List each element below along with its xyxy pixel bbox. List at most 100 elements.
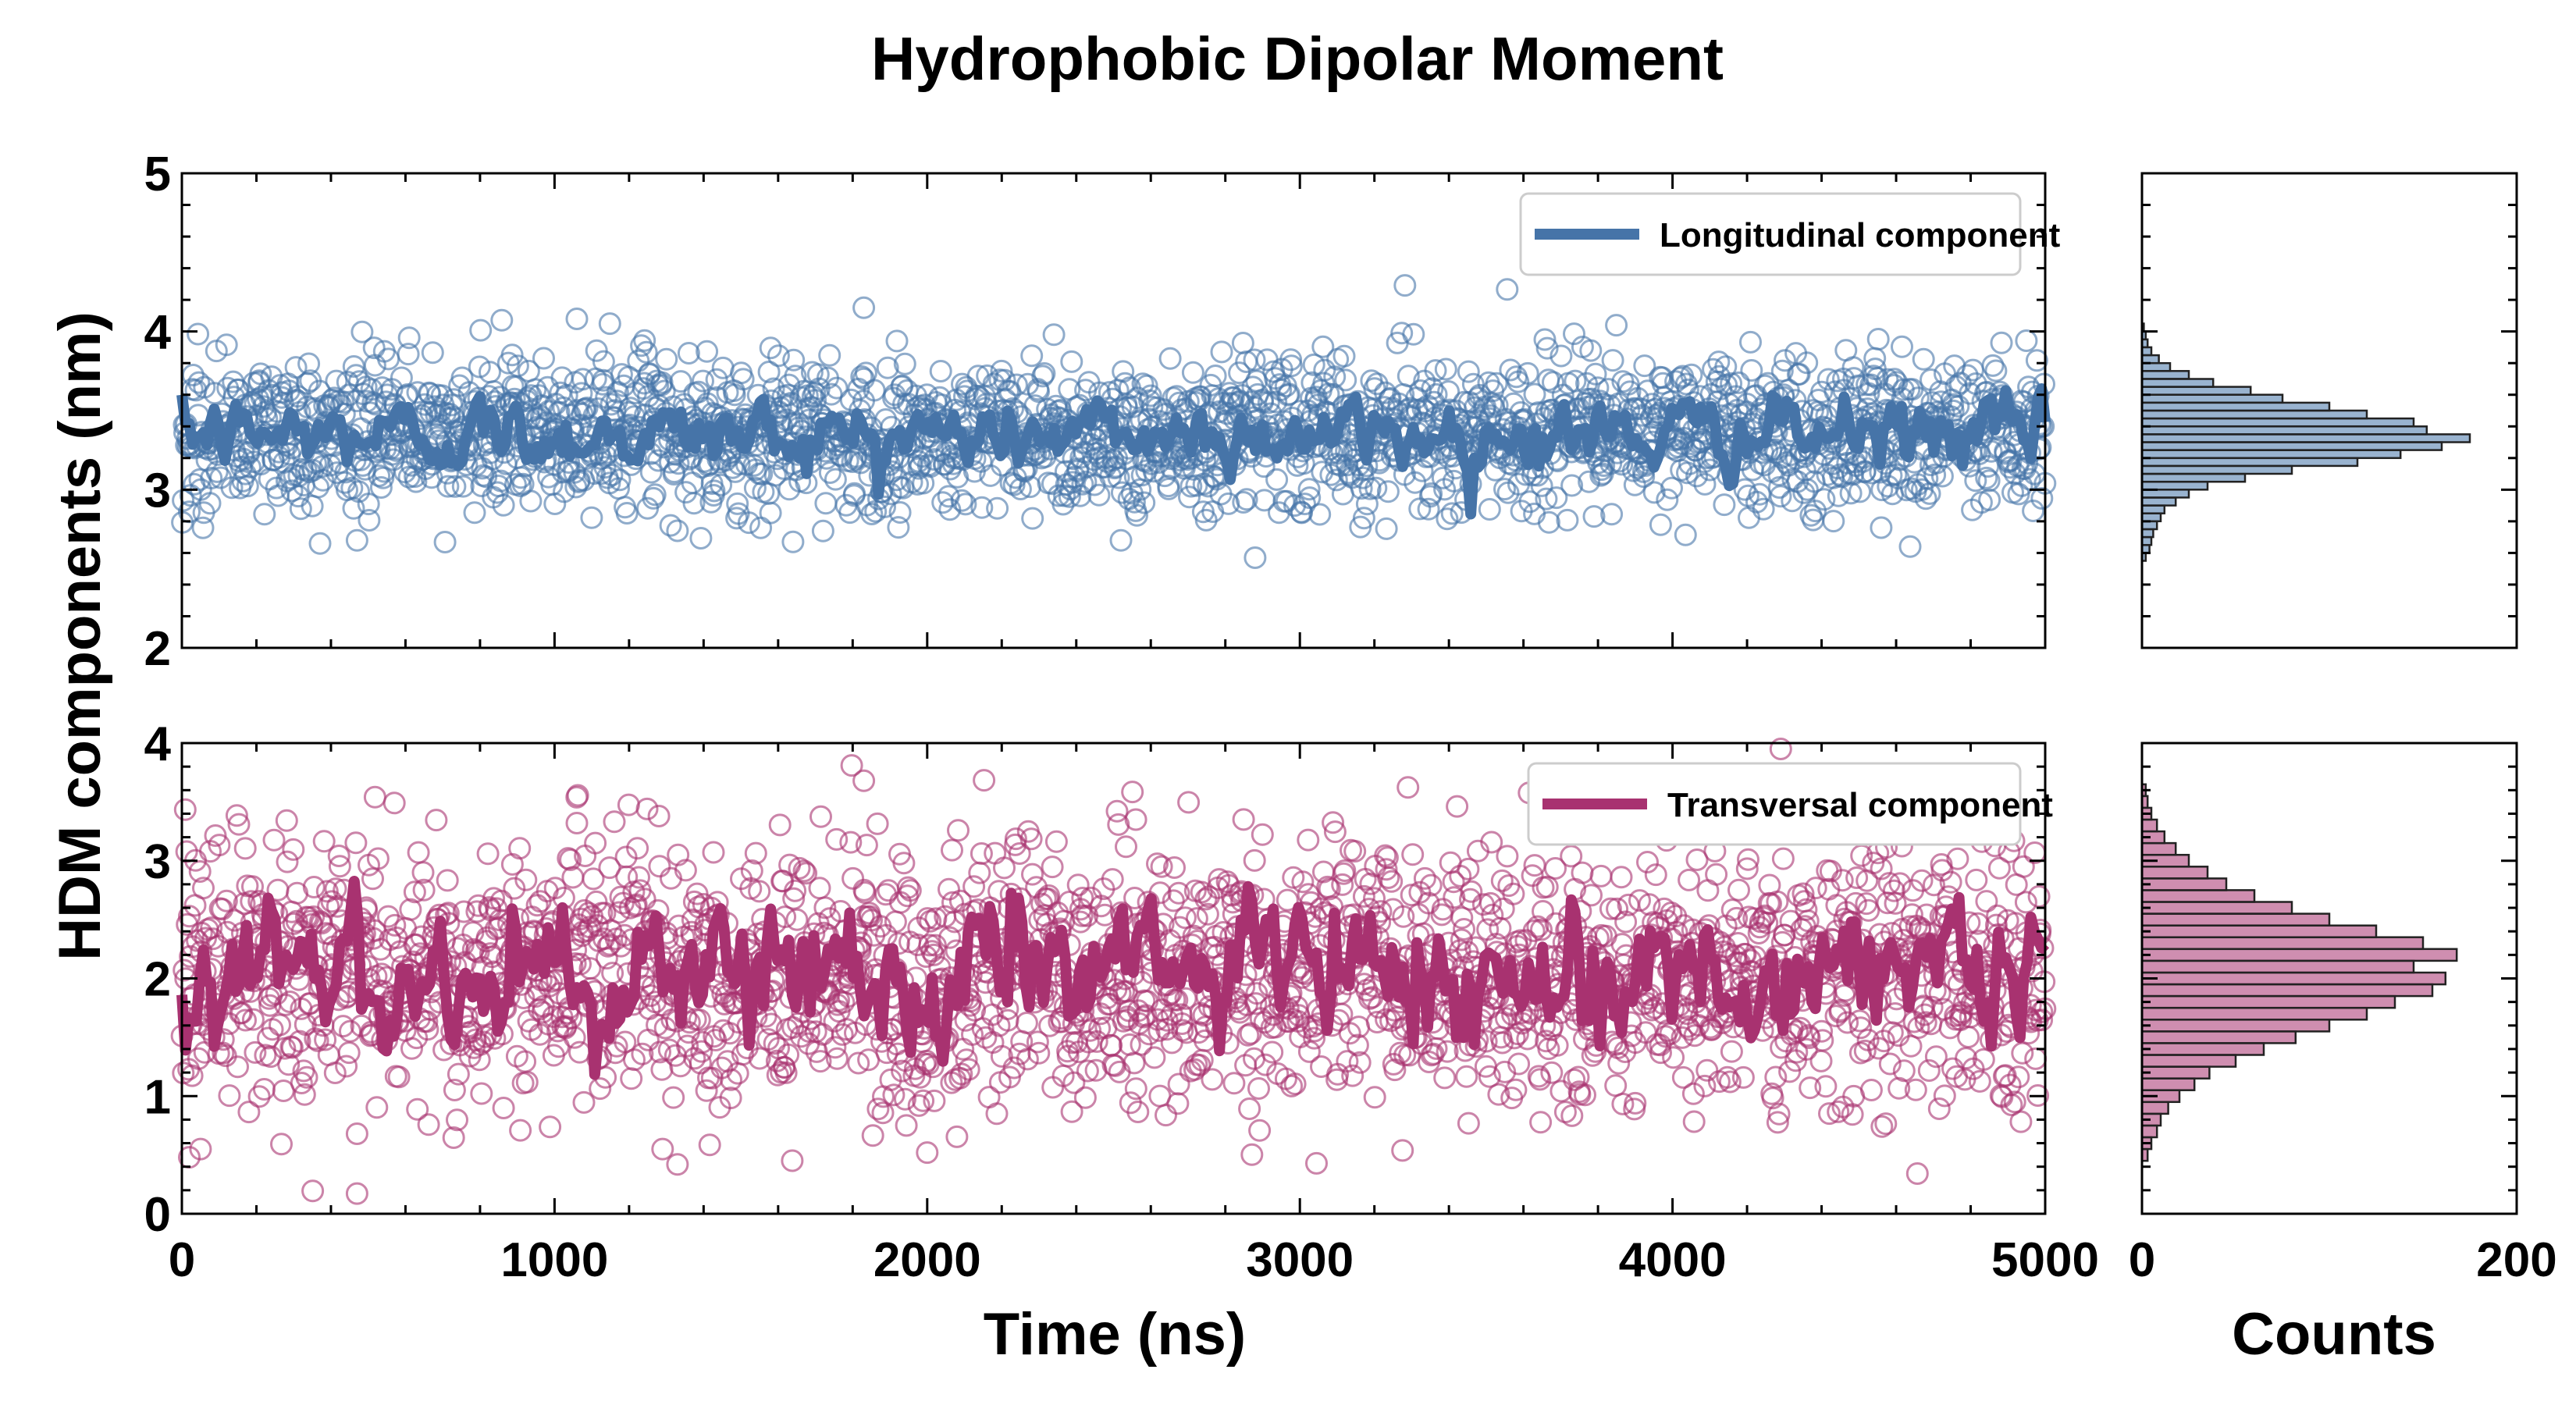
bottom-point — [648, 855, 671, 878]
bottom-outlier-point — [1124, 808, 1147, 831]
bottom-point — [938, 877, 960, 901]
bottom-point — [1044, 830, 1068, 853]
bottom-point — [1682, 1110, 1706, 1133]
bottom-point — [603, 810, 626, 834]
top-point — [811, 519, 834, 542]
top-hist-bar — [2140, 449, 2402, 460]
bottom-point — [227, 813, 251, 836]
bottom-point — [447, 1062, 470, 1086]
top-scatter-points — [171, 274, 2057, 569]
top-point — [289, 497, 312, 521]
top-point — [500, 343, 524, 367]
bottom-point — [508, 837, 532, 860]
bottom-point — [1814, 1075, 1838, 1098]
bottom-point — [468, 1048, 491, 1072]
top-point — [220, 476, 244, 500]
top-point — [509, 475, 532, 497]
bottom-point — [1769, 738, 1792, 760]
bottom-point — [690, 1040, 713, 1063]
top-point — [1485, 372, 1508, 395]
top-point — [1813, 488, 1836, 511]
top-point — [463, 501, 486, 525]
bottom-hist-bar — [2140, 959, 2415, 974]
top-point — [297, 352, 321, 375]
top-point — [1740, 359, 1763, 382]
bottom-point — [411, 861, 435, 884]
top-point — [205, 460, 229, 483]
top-point — [1087, 483, 1111, 507]
top-point — [1181, 361, 1204, 384]
bottom-point — [1457, 1112, 1480, 1135]
bottom-ytick-label: 3 — [144, 835, 171, 889]
bottom-point — [1905, 1162, 1929, 1185]
top-ytick-label: 5 — [144, 148, 171, 201]
top-point — [1308, 503, 1332, 526]
bottom-point — [572, 1090, 596, 1114]
bottom-point — [344, 831, 368, 855]
top-point — [301, 494, 324, 518]
top-hist-bar — [2140, 528, 2154, 539]
bottom-point — [306, 1029, 329, 1052]
bottom-point — [748, 1047, 771, 1070]
bottom-point — [1681, 1082, 1705, 1105]
top-point — [506, 354, 529, 378]
top-point — [806, 363, 830, 386]
bottom-point — [412, 878, 436, 902]
top-point — [1033, 362, 1056, 385]
top-point — [1752, 497, 1775, 521]
top-point — [1633, 354, 1656, 378]
bottom-point — [808, 877, 831, 900]
bottom-point — [269, 1013, 291, 1037]
bottom-point — [584, 831, 607, 855]
bottom-outlier-point — [916, 1141, 939, 1165]
top-point — [659, 514, 682, 537]
bottom-point — [1829, 998, 1852, 1022]
bottom-point — [985, 1102, 1009, 1126]
top-point — [532, 347, 555, 370]
bottom-point — [2011, 1041, 2034, 1065]
top-ytick-label: 2 — [144, 622, 171, 676]
top-point — [198, 492, 222, 515]
top-point — [1535, 336, 1559, 360]
top-hist-bar — [2140, 393, 2284, 404]
top-point — [954, 493, 977, 516]
top-point — [1545, 486, 1568, 510]
top-point — [377, 347, 400, 371]
bottom-point — [1540, 1061, 1564, 1084]
bottom-point — [382, 791, 406, 815]
bottom-point — [383, 913, 407, 937]
top-point — [950, 489, 973, 512]
top-hist-bar — [2140, 425, 2428, 436]
top-point — [1123, 490, 1146, 514]
bottom-hist-bar — [2140, 924, 2378, 939]
top-point — [1582, 505, 1606, 528]
bottom-hist-bars — [2140, 783, 2458, 1162]
bottom-point — [1695, 1058, 1719, 1082]
top-point — [187, 322, 210, 346]
bottom-point — [563, 1026, 586, 1049]
bottom-point — [436, 902, 460, 925]
bottom-point — [785, 908, 809, 931]
top-point — [1021, 507, 1044, 530]
top-point — [308, 532, 332, 555]
bottom-point — [1248, 1119, 1272, 1142]
bottom-point — [204, 824, 227, 847]
top-point — [311, 468, 335, 492]
top-point — [1795, 351, 1819, 375]
top-point — [767, 344, 790, 368]
bottom-point — [1021, 863, 1044, 886]
bottom-point — [442, 1126, 465, 1149]
top-point — [1720, 372, 1743, 395]
bottom-point — [628, 866, 650, 889]
top-point — [990, 359, 1013, 382]
bottom-point — [825, 827, 849, 851]
top-outlier-point — [852, 296, 876, 319]
top-point — [1527, 401, 1550, 425]
bottom-point — [241, 1008, 265, 1031]
bottom-hist-bar — [2140, 994, 2396, 1009]
bottom-hist-bar — [2140, 948, 2458, 962]
top-point — [200, 467, 223, 489]
top-hist-bar — [2140, 464, 2293, 475]
bottom-point — [559, 848, 582, 871]
